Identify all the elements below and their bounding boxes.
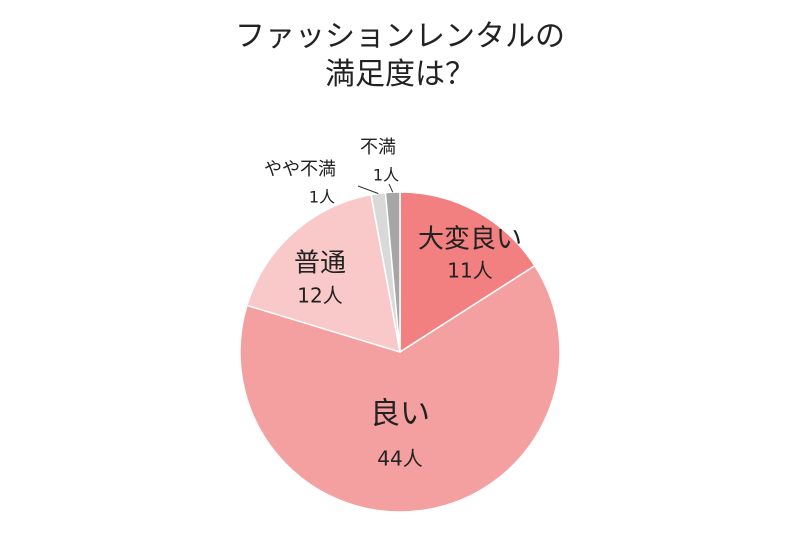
- slice-label: 不満: [360, 137, 396, 158]
- value-label: 44人: [377, 447, 422, 471]
- slice-label: 大変良い: [418, 225, 522, 255]
- value-label: 1人: [373, 166, 399, 185]
- value-label: 11人: [447, 259, 492, 283]
- value-label: 1人: [309, 188, 335, 207]
- chart-title: ファッションレンタルの 満足度は？: [235, 19, 565, 92]
- leader-line: [357, 185, 379, 194]
- value-label: 12人: [297, 284, 342, 308]
- slice-label: 普通: [294, 249, 346, 279]
- pie-slice: [239, 264, 561, 513]
- pie-slice: [246, 193, 401, 354]
- slice-label: やや不満: [264, 159, 336, 180]
- pie-slice: [399, 191, 536, 354]
- leader-line: [388, 183, 394, 193]
- slice-label: 良い: [370, 397, 430, 432]
